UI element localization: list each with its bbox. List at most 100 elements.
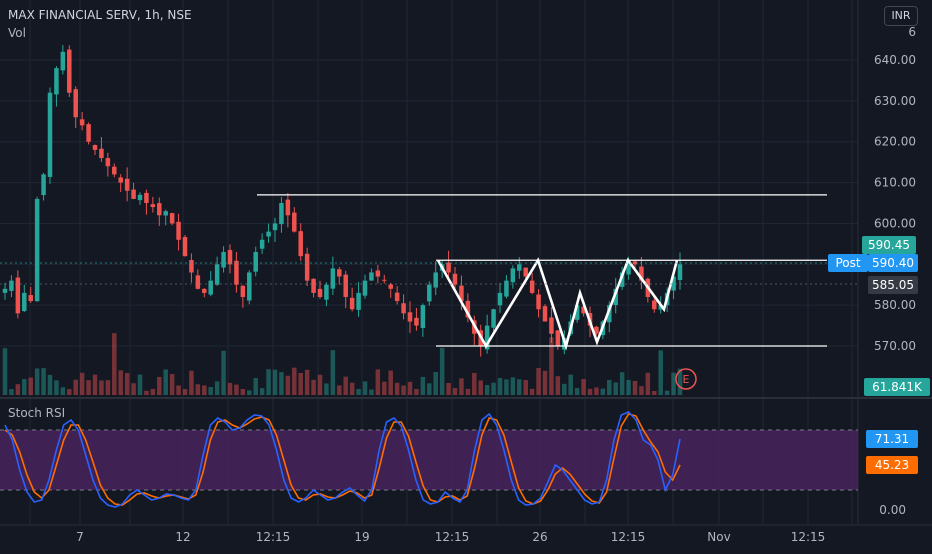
candle-body: [2, 288, 8, 293]
candle-body: [214, 264, 220, 285]
earnings-marker: [675, 368, 697, 390]
volume-bar: [150, 388, 156, 395]
volume-bar: [619, 372, 625, 395]
candle-body: [607, 305, 612, 323]
stoch-k-badge-label: 71.31: [875, 432, 909, 446]
last-price-badge-label: 590.40: [872, 256, 914, 270]
candle-body: [420, 305, 426, 328]
candle-body: [388, 284, 393, 289]
volume-bar: [163, 369, 168, 395]
volume-bar: [112, 333, 117, 395]
volume-bar: [645, 372, 651, 395]
time-tick-label: 12:15: [256, 530, 291, 544]
candle-body: [317, 288, 323, 297]
candle-body: [433, 272, 438, 288]
volume-bar: [330, 350, 336, 395]
volume-badge: [864, 378, 930, 396]
candle-body: [28, 295, 33, 302]
candle-body: [227, 249, 233, 265]
volume-bar: [9, 389, 14, 395]
volume-bar: [253, 378, 258, 395]
candle-body: [195, 275, 201, 289]
candle-body: [272, 223, 278, 231]
volume-bar: [414, 388, 419, 395]
volume-bar: [157, 376, 162, 395]
candle-body: [99, 148, 104, 159]
candle-body: [337, 269, 342, 277]
stoch-k-badge: [866, 430, 918, 448]
volume-bar: [401, 385, 406, 395]
price-tick-label: 570.00: [874, 339, 916, 353]
symbol-title[interactable]: MAX FINANCIAL SERV, 1h, NSE: [8, 8, 192, 22]
candle-body: [446, 262, 451, 273]
candle-body: [169, 213, 175, 224]
volume-bar: [664, 390, 670, 395]
volume-bar: [247, 390, 252, 395]
stoch-d-line: [4, 413, 681, 506]
volume-bar: [562, 383, 567, 395]
candle-body: [22, 292, 27, 312]
candle-body: [67, 49, 72, 93]
candle-body: [150, 204, 156, 208]
volume-legend[interactable]: Vol: [8, 26, 26, 40]
candle-body: [118, 177, 123, 183]
stoch-rsi-legend[interactable]: Stoch RSI: [8, 406, 66, 420]
volume-bar: [427, 383, 432, 395]
volume-bar: [574, 388, 580, 395]
last-price-badge: [868, 254, 918, 272]
volume-bar: [131, 383, 136, 395]
candle-body: [137, 194, 143, 201]
volume-bar: [632, 380, 638, 395]
volume-bar: [272, 369, 278, 395]
volume-bar: [317, 374, 323, 395]
volume-bar: [92, 374, 98, 395]
candle-body: [259, 239, 265, 249]
candle-body: [671, 276, 676, 291]
volume-bar: [79, 372, 85, 395]
candle-body: [504, 280, 509, 297]
volume-bar: [324, 383, 329, 395]
volume-bar: [626, 379, 631, 395]
candle-body: [542, 306, 548, 322]
volume-bar: [227, 382, 233, 395]
volume-bar: [452, 388, 458, 395]
volume-bar: [356, 388, 361, 395]
volume-bar: [542, 370, 548, 395]
currency-badge[interactable]: INR: [884, 6, 918, 26]
candle-body: [208, 280, 213, 295]
volume-bar: [259, 388, 265, 395]
volume-bar: [375, 369, 381, 395]
candle-body: [15, 277, 21, 314]
candle-body: [459, 285, 464, 302]
volume-bar: [465, 388, 471, 395]
volume-bar: [298, 372, 303, 395]
time-tick-label: 26: [532, 530, 547, 544]
volume-bar: [446, 382, 451, 395]
candle-body: [41, 174, 46, 196]
volume-bar: [41, 368, 46, 395]
volume-badge-label: 61.841K: [872, 380, 923, 394]
candle-body: [613, 288, 618, 306]
candle-body: [497, 292, 503, 306]
high-badge: [862, 236, 916, 254]
candle-body: [311, 278, 316, 293]
candle-body: [86, 124, 91, 142]
volume-bar: [459, 378, 464, 395]
volume-bar: [581, 379, 586, 395]
candle-body: [105, 158, 111, 167]
volume-bar: [73, 379, 78, 395]
candle-body: [176, 221, 181, 240]
volume-bar: [536, 367, 541, 395]
candle-body: [221, 252, 226, 268]
volume-bar: [529, 388, 535, 395]
time-tick-label: 12:15: [611, 530, 646, 544]
candle-body: [324, 284, 329, 300]
candle-body: [529, 280, 535, 293]
candle-body: [234, 260, 239, 285]
candle-body: [60, 51, 66, 71]
volume-bar: [15, 384, 21, 395]
volume-bar: [420, 376, 426, 395]
volume-bar: [189, 370, 194, 395]
candle-body: [452, 273, 458, 285]
